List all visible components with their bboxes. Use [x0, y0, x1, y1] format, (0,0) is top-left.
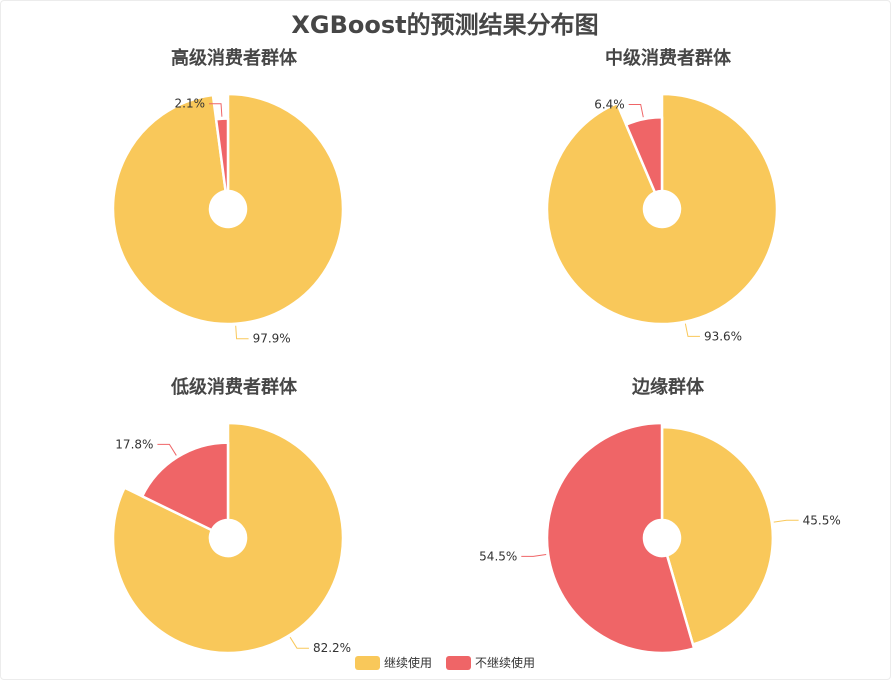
pie-title-mid: 中级消费者群体 [605, 47, 732, 69]
pie-edge-label-line-1 [521, 553, 547, 557]
pie-low-slice-stop[interactable] [140, 441, 230, 532]
pie-low-label-stop: 17.8% [115, 437, 153, 451]
pies-group: 97.9% 2.1% 93.6% 6.4% 82.2% 17.8% 45.5% 54.5% [111, 92, 841, 655]
pie-title-high: 高级消费者群体 [171, 47, 298, 69]
pie-edge-slice-continue[interactable] [660, 425, 775, 646]
pie-title-edge: 边缘群体 [631, 376, 705, 398]
pie-low-label-line-0 [289, 636, 309, 649]
pie-high-label-continue: 97.9% [253, 332, 291, 346]
legend-item-continue[interactable]: 继续使用 [355, 655, 432, 670]
pie-high-label-stop: 2.1% [175, 97, 206, 111]
pie-low-slice-continue[interactable] [111, 421, 345, 655]
pie-high-label-line-0 [235, 325, 249, 340]
pie-low-label-continue: 82.2% [313, 641, 351, 655]
pie-title-low: 低级消费者群体 [170, 376, 298, 398]
pie-edge-label-stop: 54.5% [479, 549, 517, 563]
pie-high-slice-continue[interactable] [111, 92, 345, 326]
pie-edge-label-continue: 45.5% [803, 513, 841, 527]
pie-mid-label-line-0 [684, 323, 700, 337]
legend-label-stop: 不继续使用 [475, 655, 535, 670]
legend-label-continue: 继续使用 [384, 655, 432, 670]
pie-edge-slice-stop[interactable] [545, 421, 696, 655]
pie-mid-label-line-1 [628, 103, 644, 118]
legend: 继续使用 不继续使用 [355, 655, 535, 670]
pie-mid-slice-stop[interactable] [624, 116, 664, 194]
legend-swatch-stop [446, 656, 471, 670]
pie-mid-label-stop: 6.4% [594, 97, 625, 111]
pie-mid-slice-continue[interactable] [545, 92, 779, 326]
pie-edge-label-line-0 [773, 519, 799, 523]
chart-title: XGBoost的预测结果分布图 [291, 11, 598, 39]
pie-mid-label-continue: 93.6% [704, 329, 742, 343]
pie-high-slice-stop[interactable] [214, 117, 230, 193]
pie-high-label-line-1 [209, 103, 223, 117]
pie-low-label-line-1 [157, 443, 177, 456]
legend-item-stop[interactable]: 不继续使用 [446, 655, 535, 670]
legend-swatch-continue [355, 656, 380, 670]
